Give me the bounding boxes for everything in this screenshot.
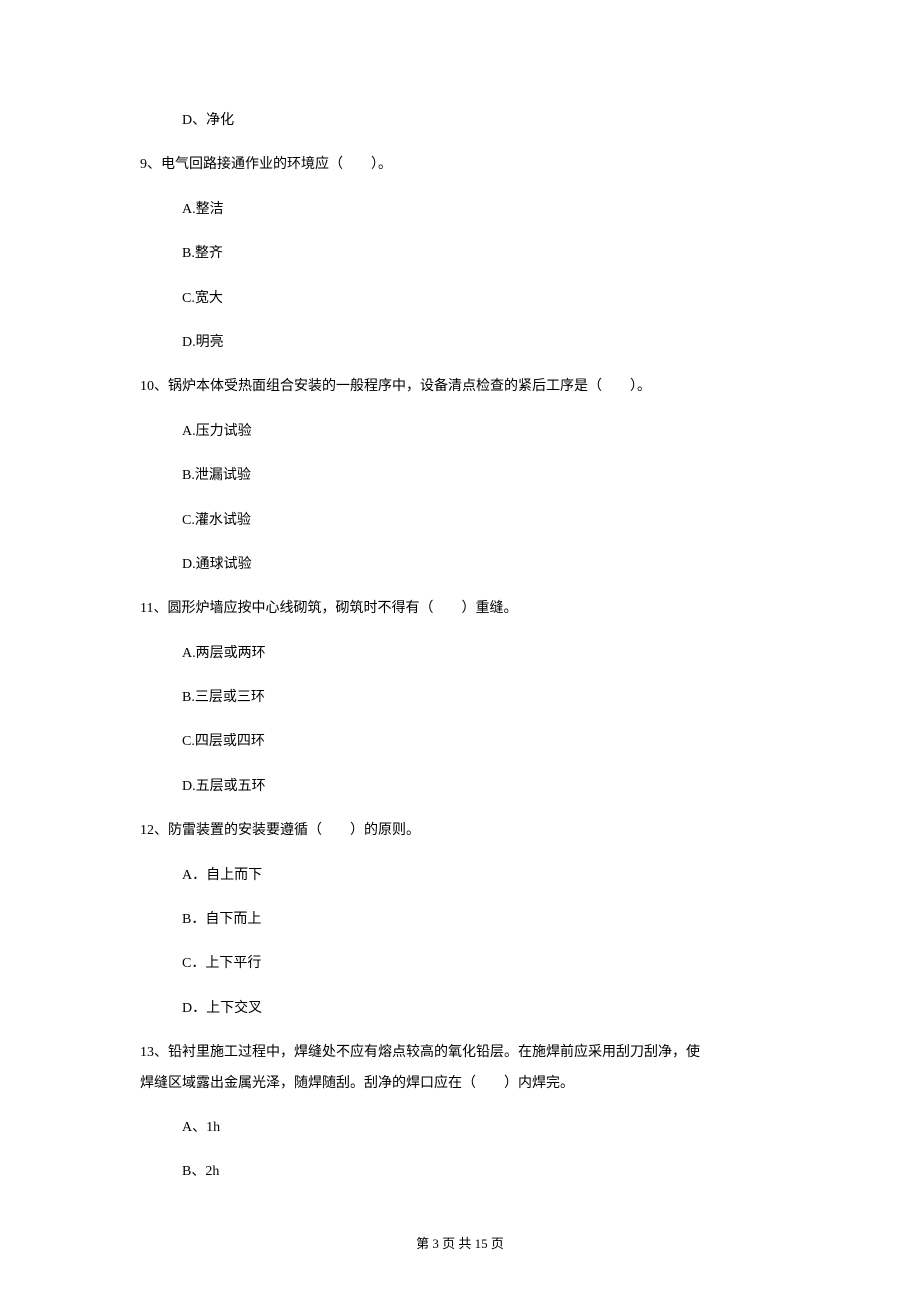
question-13-stem-line2: 焊缝区域露出金属光泽，随焊随刮。刮净的焊口应在（ ）内焊完。 — [140, 1073, 780, 1095]
question-12-option-d: D．上下交叉 — [140, 998, 780, 1020]
question-9-option-a: A.整洁 — [140, 199, 780, 221]
page-footer: 第 3 页 共 15 页 — [0, 1233, 920, 1252]
question-10-option-c: C.灌水试验 — [140, 510, 780, 532]
question-9-option-b: B.整齐 — [140, 243, 780, 265]
question-10-option-b: B.泄漏试验 — [140, 465, 780, 487]
question-12-option-b: B．自下而上 — [140, 909, 780, 931]
question-13-option-b: B、2h — [140, 1161, 780, 1183]
question-10-option-a: A.压力试验 — [140, 421, 780, 443]
question-9-option-c: C.宽大 — [140, 288, 780, 310]
question-11-option-a: A.两层或两环 — [140, 643, 780, 665]
question-11-stem: 11、圆形炉墙应按中心线砌筑，砌筑时不得有（ ）重缝。 — [140, 598, 780, 620]
question-13-option-a: A、1h — [140, 1117, 780, 1139]
question-12-stem: 12、防雷装置的安装要遵循（ ）的原则。 — [140, 820, 780, 842]
question-10-option-d: D.通球试验 — [140, 554, 780, 576]
question-13-stem-line1: 13、铅衬里施工过程中，焊缝处不应有熔点较高的氧化铅层。在施焊前应采用刮刀刮净，… — [140, 1042, 780, 1064]
question-11-option-c: C.四层或四环 — [140, 731, 780, 753]
orphan-option-d: D、净化 — [140, 110, 780, 132]
document-content: D、净化 9、电气回路接通作业的环境应（ ）。 A.整洁 B.整齐 C.宽大 D… — [140, 110, 780, 1184]
question-9-stem: 9、电气回路接通作业的环境应（ ）。 — [140, 154, 780, 176]
question-11-option-b: B.三层或三环 — [140, 687, 780, 709]
question-12-option-c: C．上下平行 — [140, 953, 780, 975]
question-9-option-d: D.明亮 — [140, 332, 780, 354]
question-12-option-a: A．自上而下 — [140, 865, 780, 887]
question-10-stem: 10、锅炉本体受热面组合安装的一般程序中，设备清点检查的紧后工序是（ ）。 — [140, 376, 780, 398]
question-11-option-d: D.五层或五环 — [140, 776, 780, 798]
